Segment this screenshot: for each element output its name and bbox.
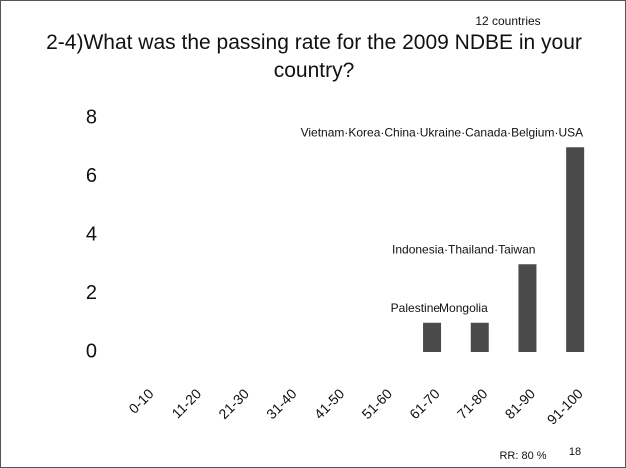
x-tick-label: 31-40: [263, 385, 300, 422]
x-tick-label: 71-80: [454, 385, 491, 422]
y-tick-label: 0: [86, 340, 97, 362]
bar-label: Palestine: [391, 301, 441, 315]
x-tick-label: 61-70: [406, 385, 443, 422]
x-tick-label: 21-30: [215, 385, 252, 422]
annotation: 12 countries: [475, 14, 540, 28]
y-tick-label: 8: [86, 106, 97, 128]
x-tick-label: 0-10: [125, 385, 156, 416]
bar-label: Mongolia: [439, 301, 488, 315]
page-number: 18: [569, 446, 581, 458]
bar-label: Indonesia·Thailand·Taiwan: [392, 242, 535, 256]
x-tick-label: 11-20: [168, 385, 204, 421]
x-tick-label: 81-90: [502, 385, 539, 422]
annotation: RR: 80 %: [499, 450, 546, 462]
bar: [470, 322, 489, 352]
bar-label: Vietnam·Korea·China·Ukraine·Canada·Belgi…: [301, 125, 584, 139]
chart-title: 2-4)What was the passing rate for the 20…: [46, 31, 582, 82]
y-tick-label: 4: [86, 223, 97, 245]
bar: [566, 147, 585, 352]
y-tick-label: 2: [86, 282, 97, 304]
bar: [423, 322, 442, 352]
y-tick-label: 6: [86, 165, 97, 187]
x-tick-label: 41-50: [311, 385, 348, 422]
bar: [518, 264, 537, 352]
x-tick-label: 51-60: [358, 385, 395, 422]
x-tick-label: 91-100: [544, 385, 586, 427]
